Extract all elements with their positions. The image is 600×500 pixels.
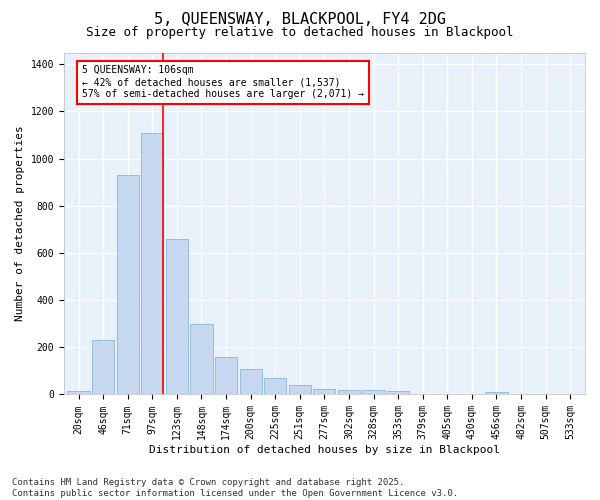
Bar <box>338 390 360 394</box>
Bar <box>141 132 163 394</box>
Text: 5, QUEENSWAY, BLACKPOOL, FY4 2DG: 5, QUEENSWAY, BLACKPOOL, FY4 2DG <box>154 12 446 28</box>
Bar <box>166 239 188 394</box>
Bar <box>387 391 409 394</box>
Bar <box>67 391 89 394</box>
Y-axis label: Number of detached properties: Number of detached properties <box>15 126 25 322</box>
Bar <box>215 356 237 395</box>
Text: 5 QUEENSWAY: 106sqm
← 42% of detached houses are smaller (1,537)
57% of semi-det: 5 QUEENSWAY: 106sqm ← 42% of detached ho… <box>82 66 364 98</box>
Bar <box>264 378 286 394</box>
Bar <box>116 175 139 394</box>
Bar <box>190 324 212 394</box>
Bar <box>485 392 508 394</box>
Bar <box>362 390 385 394</box>
Text: Size of property relative to detached houses in Blackpool: Size of property relative to detached ho… <box>86 26 514 39</box>
Bar <box>313 388 335 394</box>
Bar <box>239 368 262 394</box>
Bar <box>289 385 311 394</box>
Text: Contains HM Land Registry data © Crown copyright and database right 2025.
Contai: Contains HM Land Registry data © Crown c… <box>12 478 458 498</box>
X-axis label: Distribution of detached houses by size in Blackpool: Distribution of detached houses by size … <box>149 445 500 455</box>
Bar <box>92 340 114 394</box>
